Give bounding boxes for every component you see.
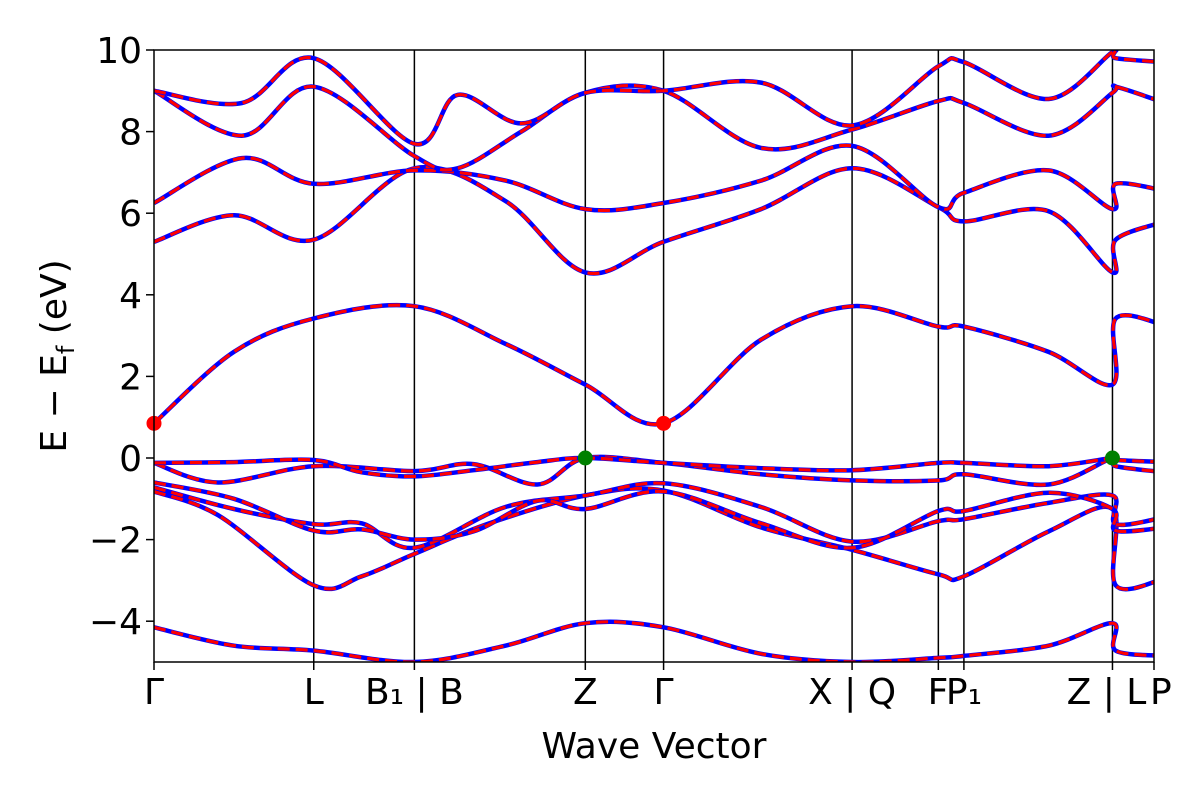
band-line-red (154, 456, 1154, 479)
band-line-red (154, 481, 1154, 550)
x-tick-label: F (928, 672, 949, 713)
band-line-red (154, 303, 1154, 426)
y-tick-label: 10 (96, 31, 142, 72)
band-series-group (154, 50, 1154, 662)
band-line-red (154, 455, 1154, 487)
vbm-marker (1104, 450, 1120, 466)
x-tick-label: Γ (654, 672, 674, 713)
y-axis-ticks: −4 −2 0 2 4 6 8 10 (89, 31, 154, 643)
band-line-red (154, 165, 1154, 276)
y-axis-label-unit: (eV) (34, 259, 75, 345)
cbm-marker (656, 415, 672, 431)
x-tick-label: Γ (144, 672, 164, 713)
plot-frame (153, 49, 1155, 663)
y-tick-label: −4 (89, 602, 142, 643)
band-line-red (154, 143, 1154, 213)
y-tick-label: 0 (119, 439, 142, 480)
band-line-red (154, 620, 1154, 662)
band-line-red (154, 83, 1154, 172)
y-tick-label: 8 (119, 113, 142, 154)
extrema-markers (146, 415, 1120, 466)
high-symmetry-lines (312, 50, 1114, 662)
band-line-red (154, 480, 1154, 550)
x-tick-label: P (1150, 672, 1172, 713)
band-line-blue (154, 50, 1154, 147)
y-tick-label: −2 (89, 521, 142, 562)
vbm-marker (577, 450, 593, 466)
y-tick-label: 6 (119, 194, 142, 235)
x-tick-label: L (304, 672, 324, 713)
x-axis-label: Wave Vector (542, 726, 767, 767)
y-axis-label-main: E − E (34, 354, 75, 453)
plot-area (154, 50, 1154, 662)
y-axis-label-sub: f (52, 345, 80, 354)
x-tick-label: Z | L (1067, 672, 1147, 713)
x-tick-label: Z (573, 672, 598, 713)
x-tick-label: P₁ (946, 672, 982, 713)
y-axis-label: E − Ef (eV) (34, 259, 80, 452)
x-tick-label: B₁ | B (365, 672, 464, 713)
y-tick-label: 4 (119, 276, 142, 317)
band-line-red (154, 486, 1154, 591)
y-tick-label: 2 (119, 357, 142, 398)
x-tick-label: X | Q (808, 672, 896, 713)
